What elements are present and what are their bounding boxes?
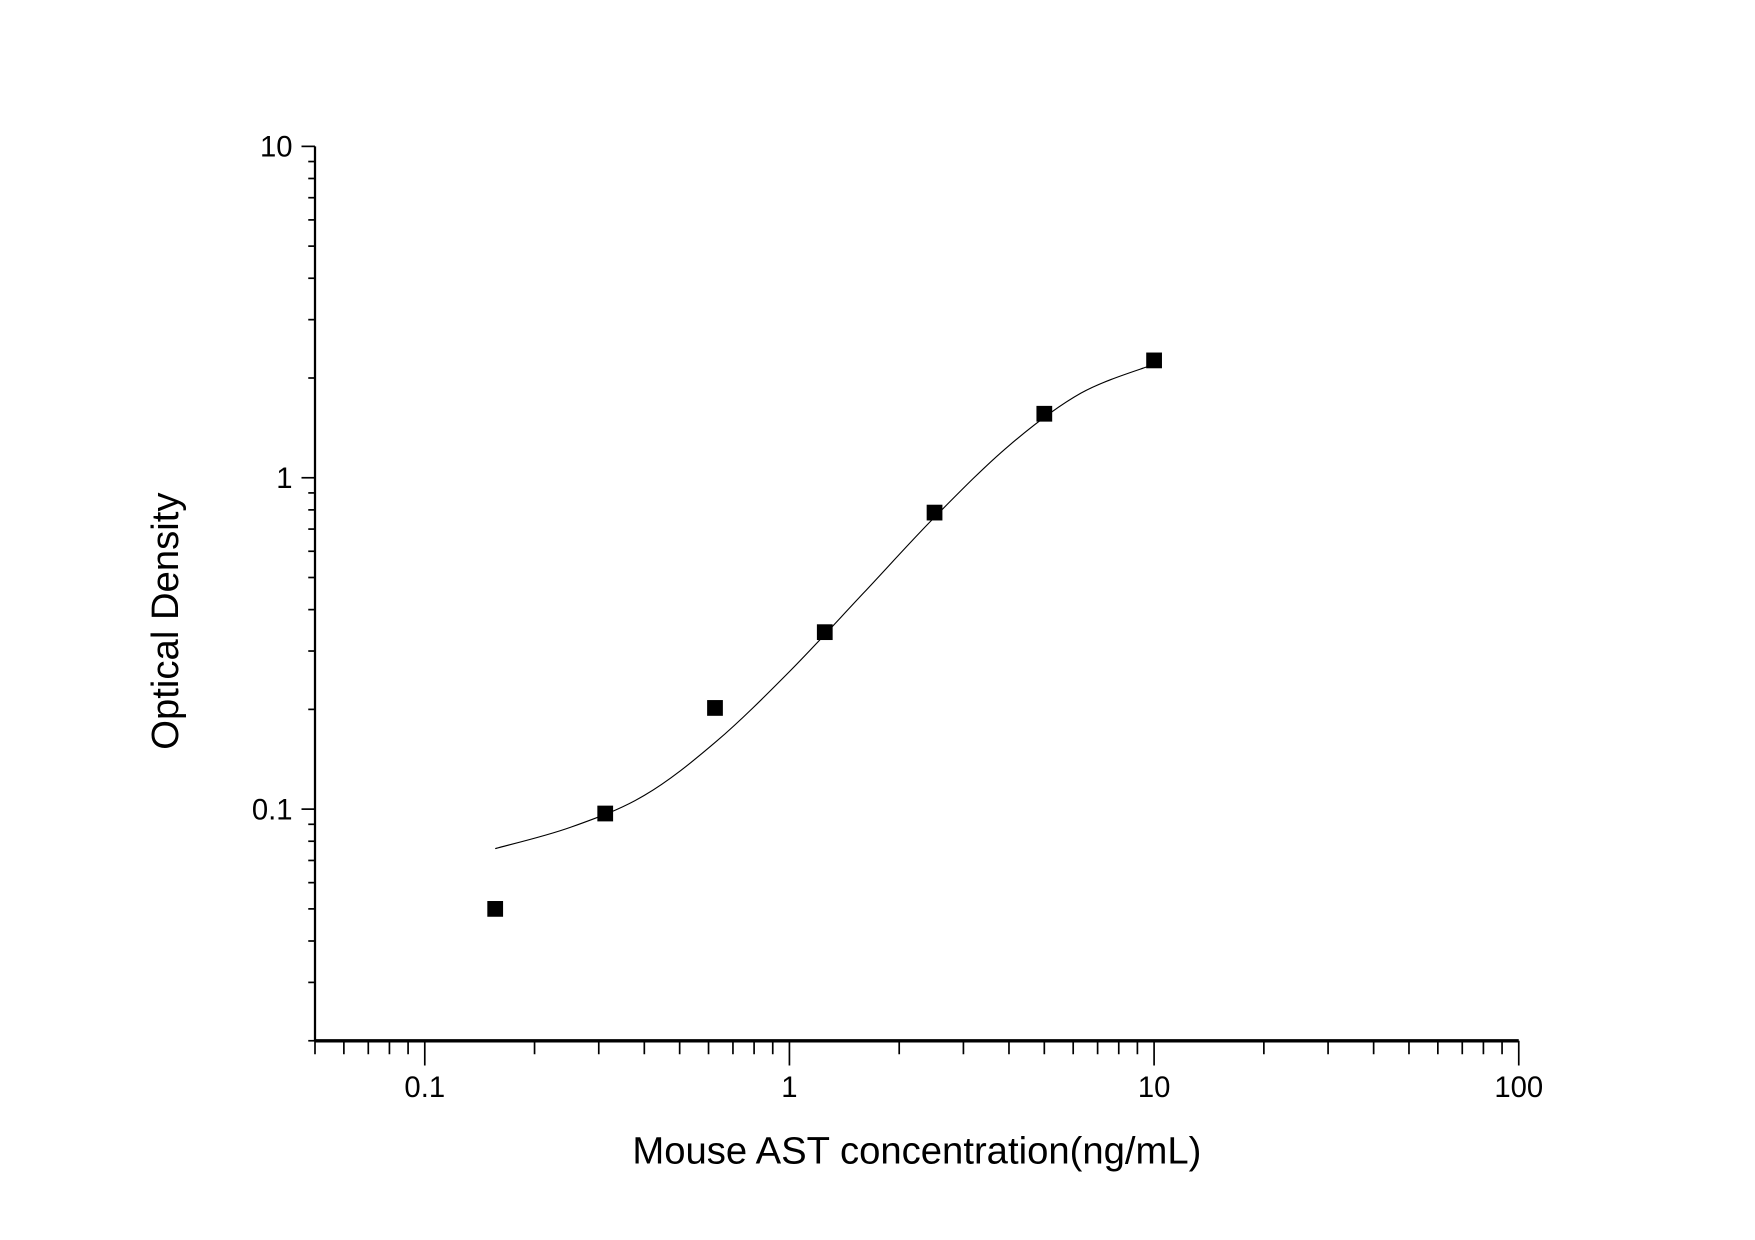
x-axis-label: Mouse AST concentration(ng/mL) <box>632 1129 1201 1172</box>
data-point <box>1036 405 1053 422</box>
x-tick-label: 0.1 <box>404 1072 445 1104</box>
y-tick-label: 10 <box>260 132 293 164</box>
y-tick-label: 1 <box>276 463 292 495</box>
fit-curve <box>495 363 1155 850</box>
data-point <box>487 901 504 917</box>
x-tick-label: 1 <box>781 1072 797 1104</box>
plot-area: 0.1 1 10 100 0.1 1 10 <box>252 132 1543 1105</box>
data-point <box>707 700 723 716</box>
y-tick-label: 0.1 <box>252 794 293 826</box>
x-tick-label: 10 <box>1138 1072 1171 1104</box>
data-point <box>1146 352 1162 369</box>
y-axis-label: Optical Density <box>144 492 187 750</box>
data-point <box>816 624 833 641</box>
data-point <box>926 504 943 521</box>
x-tick-label: 100 <box>1494 1072 1543 1104</box>
data-point <box>597 805 614 822</box>
